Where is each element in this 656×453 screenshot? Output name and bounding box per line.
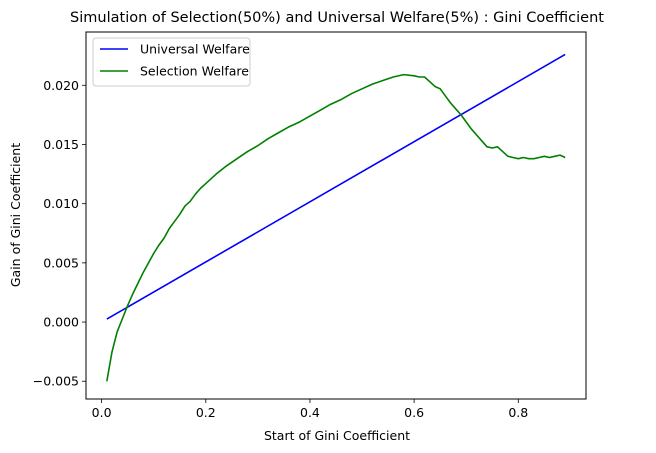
x-tick-label: 0.6 bbox=[404, 405, 424, 420]
legend-box bbox=[92, 37, 251, 87]
x-axis-ticks: 0.0 0.2 0.4 0.6 0.8 bbox=[92, 399, 528, 420]
legend-label-selection: Selection Welfare bbox=[140, 64, 249, 79]
y-axis-label: Gain of Gini Coefficient bbox=[8, 143, 23, 287]
plot-frame bbox=[85, 31, 587, 400]
legend-label-universal: Universal Welfare bbox=[140, 42, 250, 57]
y-tick-label: 0.005 bbox=[43, 255, 79, 270]
series-line-universal-welfare bbox=[106, 53, 566, 320]
x-tick-label: 0.0 bbox=[92, 405, 112, 420]
y-tick-label: 0.000 bbox=[43, 315, 79, 330]
y-axis-ticks: −0.005 0.000 0.005 0.010 0.015 0.020 bbox=[33, 78, 86, 389]
legend: Universal Welfare Selection Welfare bbox=[92, 37, 251, 87]
x-axis-label: Start of Gini Coefficient bbox=[264, 428, 410, 443]
series-line-selection-welfare bbox=[106, 73, 566, 382]
y-tick-label: 0.010 bbox=[43, 196, 79, 211]
y-tick-label: 0.020 bbox=[43, 78, 79, 93]
x-tick-label: 0.2 bbox=[196, 405, 216, 420]
y-tick-label: −0.005 bbox=[33, 374, 79, 389]
chart-title: Simulation of Selection(50%) and Univers… bbox=[70, 10, 604, 26]
x-tick-label: 0.8 bbox=[508, 405, 528, 420]
plot-area bbox=[86, 32, 586, 399]
x-tick-label: 0.4 bbox=[300, 405, 320, 420]
series-layer bbox=[106, 53, 566, 382]
y-tick-label: 0.015 bbox=[43, 137, 79, 152]
